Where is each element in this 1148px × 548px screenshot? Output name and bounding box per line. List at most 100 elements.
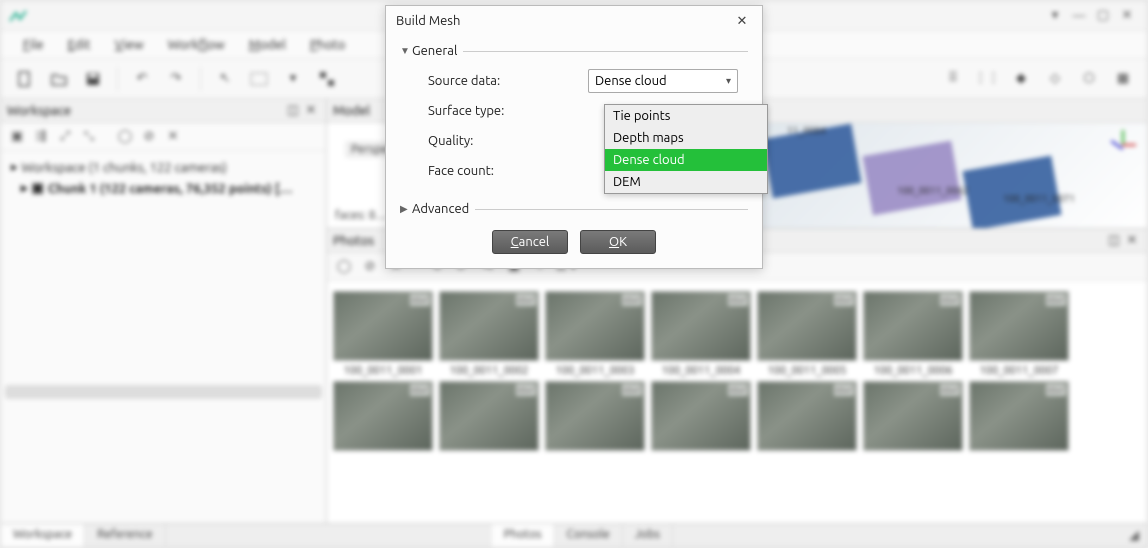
- view-solid-icon[interactable]: ◆: [1007, 65, 1035, 93]
- menu-workflow[interactable]: Workflow: [160, 34, 233, 56]
- photo-thumb[interactable]: ▭✓100_0011_0002: [439, 291, 539, 377]
- rect-select-icon[interactable]: [245, 65, 273, 93]
- footprint-label: 100_0011_0062: [897, 185, 969, 196]
- ws-add-icon[interactable]: ▣: [7, 127, 27, 147]
- footprint-label: 100_0011_0071: [1003, 193, 1075, 204]
- photo-thumb[interactable]: ▭✓ 100_0011_0004: [651, 291, 751, 377]
- photo-thumb[interactable]: ▭✓: [545, 381, 645, 451]
- ws-delete-icon[interactable]: ✕: [163, 127, 183, 147]
- label-source-data: Source data:: [428, 74, 588, 88]
- dropdown-option[interactable]: Depth maps: [605, 127, 767, 149]
- view-wire-icon[interactable]: ◇: [1041, 65, 1069, 93]
- chevron-down-icon: ▾: [726, 75, 731, 87]
- photo-thumb[interactable]: ▭✓: [651, 381, 751, 451]
- photo-thumb[interactable]: ▭✓: [863, 381, 963, 451]
- photo-thumb[interactable]: ▭✓: [333, 381, 433, 451]
- ws-expand-icon[interactable]: ⤢: [55, 127, 75, 147]
- workspace-summary: Workspace (1 chunks, 122 cameras): [22, 161, 227, 175]
- workspace-tree[interactable]: ▸ Workspace (1 chunks, 122 cameras) ▸ ▣ …: [1, 151, 326, 205]
- ws-collapse-icon[interactable]: ⤡: [79, 127, 99, 147]
- aligned-check-icon: ▭✓: [516, 384, 536, 396]
- resize-grip-icon[interactable]: ◢: [1121, 524, 1147, 547]
- photo-thumb[interactable]: ▭✓100_0011_0005: [757, 291, 857, 377]
- open-icon[interactable]: [45, 65, 73, 93]
- ws-tree-icon[interactable]: ⇶: [31, 127, 51, 147]
- tool-dropdown-icon[interactable]: ▾: [279, 65, 307, 93]
- aligned-check-icon: ▭✓: [410, 294, 430, 306]
- model-viewport[interactable]: 11_0084 100_0011_0062 100_0011_0071: [747, 123, 1147, 228]
- aligned-check-icon: ▭✓: [1046, 384, 1066, 396]
- photo-thumb[interactable]: ▭✓100_0011_0003: [545, 291, 645, 377]
- pointer-icon[interactable]: ↖: [211, 65, 239, 93]
- aligned-check-icon: ▭✓: [728, 294, 748, 306]
- menu-edit[interactable]: Edit: [60, 34, 99, 56]
- label-quality: Quality:: [428, 134, 588, 148]
- aligned-check-icon: ▭✓: [622, 384, 642, 396]
- menu-model[interactable]: Model: [241, 34, 294, 56]
- tab-jobs[interactable]: Jobs: [623, 524, 673, 547]
- photo-caption: 100_0011_0004: [651, 361, 751, 377]
- new-icon[interactable]: [11, 65, 39, 93]
- source-data-dropdown: Tie pointsDepth mapsDense cloudDEM: [604, 104, 768, 194]
- photo-thumb[interactable]: ▭✓ 100_0011_0007: [969, 291, 1069, 377]
- panel-float-icon[interactable]: ◫: [284, 102, 302, 120]
- panel-close-icon[interactable]: ✕: [1123, 232, 1141, 250]
- ph-enable-icon[interactable]: ◯: [333, 256, 355, 278]
- expand-icon: ▶: [400, 203, 412, 215]
- menu-view[interactable]: View: [107, 34, 152, 56]
- panel-close-icon[interactable]: ✕: [302, 102, 320, 120]
- close-icon[interactable]: ✕: [1116, 5, 1138, 27]
- menu-photo[interactable]: Photo: [302, 34, 354, 56]
- view-texture-icon[interactable]: ⬡: [1075, 65, 1103, 93]
- aligned-check-icon: ▭✓: [834, 384, 854, 396]
- ws-enable-icon[interactable]: ◯: [115, 127, 135, 147]
- photo-thumb[interactable]: ▭✓100_0011_0006: [863, 291, 963, 377]
- workspace-panel: Workspace ◫ ✕ ▣ ⇶ ⤢ ⤡ ◯ ⊘ ✕ ▸ Workspace …: [1, 99, 327, 523]
- minimize-icon[interactable]: —: [1068, 5, 1090, 27]
- dropdown-option[interactable]: Tie points: [605, 105, 767, 127]
- ph-disable-icon[interactable]: ⊘: [359, 256, 381, 278]
- photo-thumb[interactable]: ▭✓100_0011_0001: [333, 291, 433, 377]
- undo-icon[interactable]: ↶: [128, 65, 156, 93]
- redo-icon[interactable]: ↷: [162, 65, 190, 93]
- build-mesh-dialog: Build Mesh ✕ ▼ General Source data: Dens…: [385, 5, 763, 269]
- window-menu-icon[interactable]: ▾: [1044, 5, 1066, 27]
- cancel-button[interactable]: Cancel: [492, 230, 568, 254]
- aligned-check-icon: ▭✓: [834, 294, 854, 306]
- photo-thumb[interactable]: ▭✓: [439, 381, 539, 451]
- chunk-label: Chunk 1 (122 cameras, 76,352 points) […: [48, 182, 293, 196]
- dropdown-option[interactable]: DEM: [605, 171, 767, 193]
- photo-thumb[interactable]: ▭✓: [757, 381, 857, 451]
- app-logo-icon: [9, 9, 27, 23]
- photos-grid: ▭✓100_0011_0001▭✓100_0011_0002▭✓100_0011…: [327, 281, 1147, 523]
- tab-photos[interactable]: Photos: [492, 524, 555, 547]
- maximize-icon[interactable]: ▢: [1092, 5, 1114, 27]
- view-mask-icon[interactable]: ▦: [1109, 65, 1137, 93]
- section-general-label: General: [412, 44, 457, 58]
- aligned-check-icon: ▭✓: [622, 294, 642, 306]
- scrollbar-track[interactable]: [5, 385, 322, 399]
- ok-button[interactable]: OK: [580, 230, 656, 254]
- section-advanced-header[interactable]: ▶ Advanced: [400, 198, 748, 220]
- section-general-header[interactable]: ▼ General: [400, 40, 748, 62]
- photo-caption: 100_0011_0007: [969, 361, 1069, 377]
- dialog-close-icon[interactable]: ✕: [732, 11, 752, 31]
- save-icon[interactable]: [79, 65, 107, 93]
- view-grid-icon[interactable]: ⠿: [939, 65, 967, 93]
- tab-console[interactable]: Console: [555, 524, 623, 547]
- menu-file[interactable]: File: [15, 34, 52, 56]
- model-panel-title: Model: [333, 104, 370, 118]
- collapse-icon: ▼: [400, 45, 412, 57]
- region-icon[interactable]: [313, 65, 341, 93]
- photo-thumb[interactable]: ▭✓: [969, 381, 1069, 451]
- tab-reference[interactable]: Reference: [85, 524, 165, 547]
- dropdown-option[interactable]: Dense cloud: [605, 149, 767, 171]
- aligned-check-icon: ▭✓: [1046, 294, 1066, 306]
- dialog-title: Build Mesh: [396, 14, 460, 28]
- tab-workspace[interactable]: Workspace: [1, 524, 85, 547]
- view-dots-icon[interactable]: ⋮⋮: [973, 65, 1001, 93]
- ws-disable-icon[interactable]: ⊘: [139, 127, 159, 147]
- combo-source-data[interactable]: Dense cloud▾: [588, 69, 738, 93]
- label-face-count: Face count:: [428, 164, 588, 178]
- panel-float-icon[interactable]: ◫: [1105, 232, 1123, 250]
